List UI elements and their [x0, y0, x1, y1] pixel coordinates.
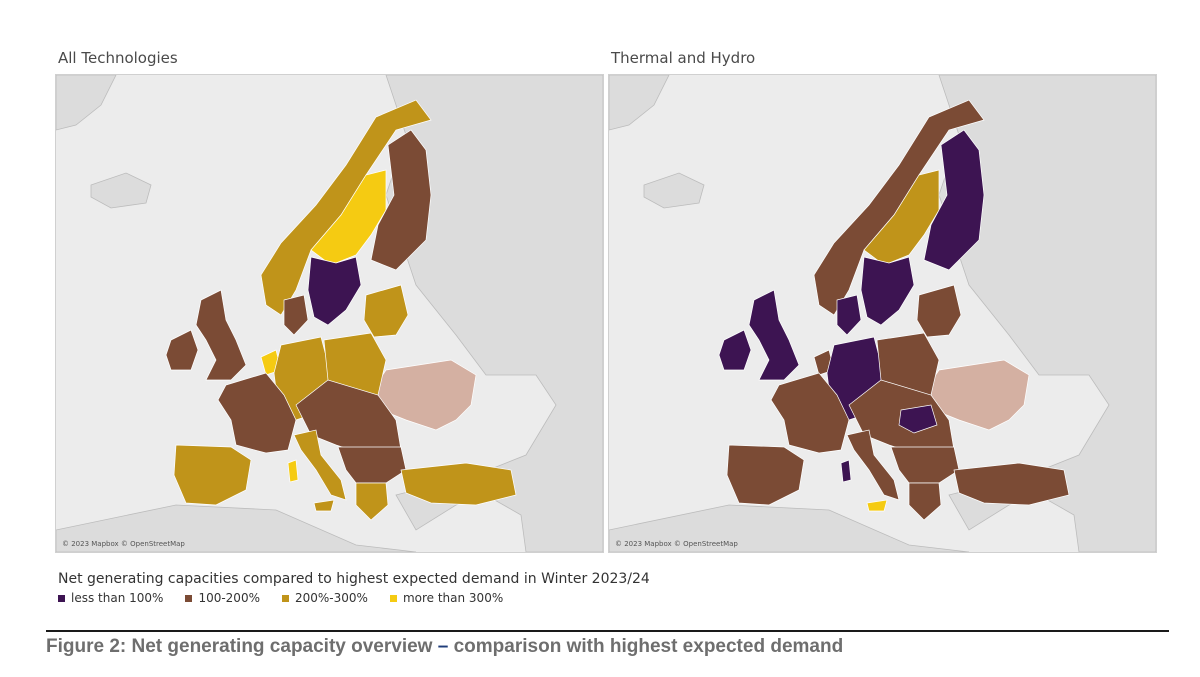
left-map-svg: [56, 75, 603, 552]
finland-region[interactable]: [370, 129, 432, 271]
left-map-title: All Technologies: [58, 49, 178, 67]
france-region[interactable]: [770, 372, 850, 454]
south-sweden-region[interactable]: [860, 256, 915, 326]
sicily-region[interactable]: [313, 499, 335, 512]
caption-rule: [46, 630, 1169, 632]
baltics-region[interactable]: [916, 284, 962, 338]
legend-swatch: [58, 594, 65, 602]
finland-region[interactable]: [923, 129, 985, 271]
north-africa: [56, 504, 417, 552]
right-map-svg: [609, 75, 1156, 552]
baltics-region[interactable]: [363, 284, 409, 338]
right-map-attribution: © 2023 Mapbox © OpenStreetMap: [615, 540, 738, 548]
right-map[interactable]: © 2023 Mapbox © OpenStreetMap: [608, 74, 1157, 553]
greenland-edge: [609, 75, 670, 131]
legend-swatch: [281, 594, 289, 602]
legend-label: 100-200%: [198, 591, 260, 605]
turkey-region[interactable]: [400, 462, 517, 506]
north-africa: [609, 504, 970, 552]
left-map[interactable]: © 2023 Mapbox © OpenStreetMap: [55, 74, 604, 553]
sardinia-region[interactable]: [840, 459, 852, 483]
greece-region[interactable]: [908, 482, 942, 521]
legend-swatch: [185, 594, 193, 602]
legend-label: less than 100%: [71, 591, 164, 605]
denmark-region[interactable]: [283, 294, 309, 336]
uk-region[interactable]: [195, 289, 247, 381]
legend-item: more than 300%: [389, 591, 504, 605]
italy-region[interactable]: [846, 429, 900, 501]
greenland-edge: [56, 75, 117, 131]
caption-dash: –: [437, 636, 449, 657]
iberia-region[interactable]: [726, 444, 805, 506]
south-sweden-region[interactable]: [307, 256, 362, 326]
sicily-region[interactable]: [866, 499, 888, 512]
legend-swatch: [389, 594, 397, 602]
legend-item: less than 100%: [58, 591, 163, 605]
left-map-attribution: © 2023 Mapbox © OpenStreetMap: [62, 540, 185, 548]
figure-caption: Figure 2: Net generating capacity overvi…: [46, 636, 843, 658]
caption-suffix: comparison with highest expected demand: [448, 636, 844, 657]
france-region[interactable]: [217, 372, 297, 454]
ireland-region[interactable]: [165, 329, 199, 371]
italy-region[interactable]: [293, 429, 347, 501]
legend-label: more than 300%: [402, 591, 504, 605]
iberia-region[interactable]: [173, 444, 252, 506]
iceland: [90, 172, 152, 209]
sardinia-region[interactable]: [287, 459, 299, 483]
uk-region[interactable]: [748, 289, 800, 381]
right-map-title: Thermal and Hydro: [611, 49, 756, 67]
iceland: [643, 172, 705, 209]
greece-region[interactable]: [355, 482, 389, 521]
legend-title: Net generating capacities compared to hi…: [58, 571, 650, 587]
ireland-region[interactable]: [718, 329, 752, 371]
turkey-region[interactable]: [953, 462, 1070, 506]
denmark-region[interactable]: [836, 294, 862, 336]
legend-label: 200%-300%: [294, 591, 368, 605]
legend-item: 200%-300%: [281, 591, 368, 605]
legend: less than 100% 100-200% 200%-300% more t…: [58, 591, 503, 605]
caption-prefix: Figure 2: Net generating capacity overvi…: [46, 636, 438, 657]
hungary-region[interactable]: [898, 404, 938, 434]
legend-item: 100-200%: [185, 591, 260, 605]
